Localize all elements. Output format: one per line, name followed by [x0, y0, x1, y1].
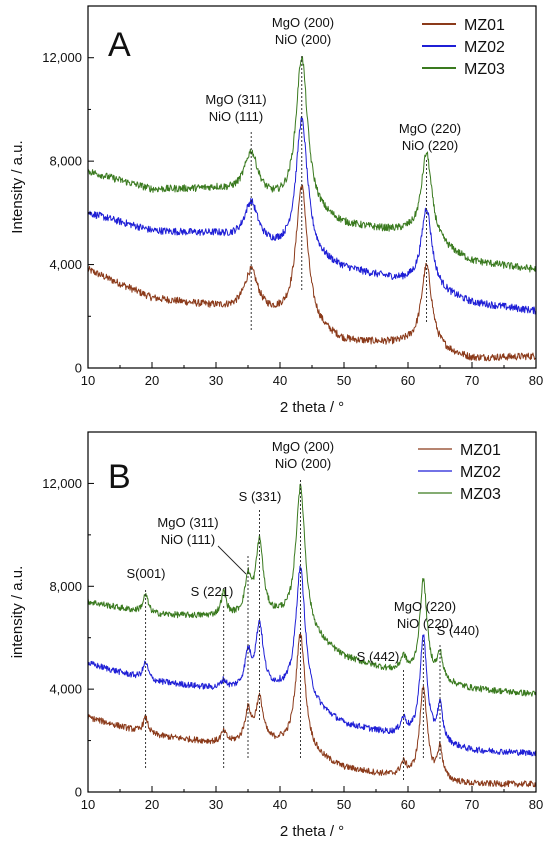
- x-axis-title: 2 theta / °: [280, 399, 344, 416]
- peak-annotation-label: NiO (111): [161, 532, 215, 547]
- y-tick-label: 8,000: [49, 154, 82, 169]
- peak-annotation-label: NiO (220): [402, 138, 458, 153]
- x-tick-label: 60: [401, 373, 415, 388]
- legend-label: MZ01: [464, 17, 505, 34]
- peak-annotation-label: MgO (220): [399, 121, 461, 136]
- legend-label: MZ02: [460, 464, 501, 481]
- series-line-mz01: [87, 632, 537, 788]
- peak-annotation-label: S (331): [239, 489, 282, 504]
- peak-annotation-label: MgO (311): [205, 92, 266, 107]
- x-tick-label: 60: [401, 797, 415, 812]
- series-line-mz02: [87, 565, 537, 757]
- peak-annotation-label: S (440): [437, 623, 480, 638]
- y-axis-title: Intensity / a.u.: [9, 140, 26, 233]
- legend-label: MZ02: [464, 39, 505, 56]
- x-tick-label: 50: [337, 797, 351, 812]
- peak-annotation-label: S(001): [126, 566, 165, 581]
- y-tick-label: 12,000: [42, 476, 82, 491]
- x-tick-label: 10: [81, 373, 95, 388]
- chart-panel-a: 10 20 30 40 50 60 70 80 0 4,000 8,000 12,000 2 theta…: [9, 5, 543, 416]
- series-line-mz02: [87, 116, 537, 315]
- peak-annotation-label: MgO (200): [272, 15, 334, 30]
- y-axis-title: intensity / a.u.: [9, 566, 26, 659]
- annotation-leader-line: [217, 545, 247, 575]
- y-tick-label: 4,000: [49, 682, 82, 697]
- peak-annotation-label: MgO (200): [272, 439, 334, 454]
- x-tick-label: 80: [529, 797, 543, 812]
- series-line-mz03: [87, 483, 537, 697]
- peak-annotation-label: S (442): [357, 649, 400, 664]
- series-line-mz03: [87, 56, 537, 273]
- x-tick-label: 50: [337, 373, 351, 388]
- series-line-mz01: [87, 184, 536, 362]
- x-tick-label: 70: [465, 797, 479, 812]
- x-tick-label: 30: [209, 373, 223, 388]
- peak-annotation-label: MgO (220): [394, 599, 456, 614]
- x-axis-title: 2 theta / °: [280, 823, 344, 840]
- peak-annotation-label: NiO (200): [275, 456, 331, 471]
- y-tick-label: 8,000: [49, 579, 82, 594]
- x-tick-label: 20: [145, 373, 159, 388]
- peak-annotation-label: S (221): [191, 584, 234, 599]
- panel-letter: B: [108, 458, 131, 496]
- chart-panel-b: 10 20 30 40 50 60 70 80 0 4,000 8,000 12,000 2 theta…: [9, 431, 543, 840]
- legend-label: MZ01: [460, 442, 501, 459]
- x-tick-label: 30: [209, 797, 223, 812]
- y-tick-label: 0: [75, 361, 82, 376]
- y-tick-label: 12,000: [42, 50, 82, 65]
- x-tick-label: 10: [81, 797, 95, 812]
- x-tick-label: 70: [465, 373, 479, 388]
- x-tick-label: 40: [273, 797, 287, 812]
- legend-label: MZ03: [464, 61, 505, 78]
- peak-annotation-label: NiO (111): [209, 109, 263, 124]
- x-tick-label: 20: [145, 797, 159, 812]
- legend-label: MZ03: [460, 486, 501, 503]
- y-tick-label: 4,000: [49, 257, 82, 272]
- x-tick-label: 40: [273, 373, 287, 388]
- x-tick-label: 80: [529, 373, 543, 388]
- y-tick-label: 0: [75, 785, 82, 800]
- peak-annotation-label: NiO (220): [397, 616, 453, 631]
- peak-annotation-label: NiO (200): [275, 32, 331, 47]
- peak-annotation-label: MgO (311): [157, 515, 218, 530]
- panel-letter: A: [108, 26, 131, 64]
